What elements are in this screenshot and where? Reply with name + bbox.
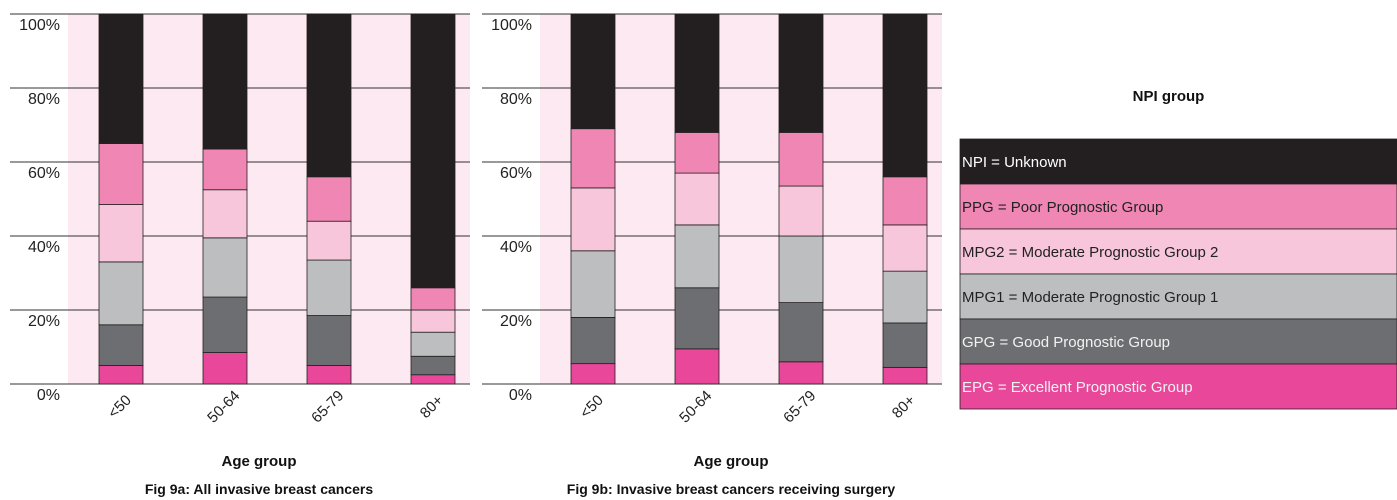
y-tick-label: 100% [491,17,532,34]
bar-segment-9b-80+-3 [883,225,927,271]
x-tick-label: 50-64 [676,387,715,426]
bar-segment-9b-<50-0 [571,364,615,384]
legend-label: PPG = Poor Prognostic Group [962,199,1163,216]
bar-segment-9a-80+-3 [411,310,455,332]
bar-segment-9a-65-79-1 [307,316,351,366]
bar-segment-9a-50-64-1 [203,297,247,353]
figure-caption: Fig 9b: Invasive breast cancers receivin… [567,481,896,497]
bar-segment-9b-50-64-1 [675,288,719,349]
bar-segment-9b-65-79-1 [779,303,823,362]
bar-segment-9b-<50-5 [571,14,615,129]
bar-segment-9a-<50-5 [99,14,143,144]
bar-segment-9a-80+-5 [411,14,455,288]
x-axis-title: Age group [222,453,297,470]
bar-segment-9b-50-64-0 [675,349,719,384]
x-tick-label: <50 [105,392,135,422]
bar-segment-9a-80+-2 [411,332,455,356]
bar-segment-9a-65-79-4 [307,177,351,221]
bar-segment-9b-50-64-2 [675,225,719,288]
x-tick-label: 50-64 [204,387,243,426]
legend-label: MPG1 = Moderate Prognostic Group 1 [962,289,1218,306]
bar-segment-9b-50-64-3 [675,173,719,225]
x-tick-label: 65-79 [780,387,819,426]
x-tick-label: 65-79 [308,387,347,426]
bar-segment-9b-<50-4 [571,129,615,188]
bar-segment-9b-65-79-4 [779,132,823,186]
y-tick-label: 20% [28,313,60,330]
bar-segment-9a-80+-1 [411,356,455,375]
y-tick-label: 20% [500,313,532,330]
chart-9b: 0% 20% 40% 60% 80% 100% <50 50-64 65-79 80+ Age gr… [482,14,942,497]
bar-segment-9b-65-79-0 [779,362,823,384]
bar-segment-9a-65-79-2 [307,260,351,316]
bar-segment-9a-<50-3 [99,205,143,262]
bar-segment-9b-50-64-5 [675,14,719,132]
y-tick-label: 0% [509,387,532,404]
legend: NPI group NPI = Unknown PPG = Poor Prognos… [960,88,1397,409]
bar-segment-9a-50-64-3 [203,190,247,238]
x-tick-label: <50 [577,392,607,422]
y-tick-label: 40% [28,239,60,256]
bar-segment-9b-<50-1 [571,317,615,363]
bar-segment-9a-<50-4 [99,144,143,205]
bar-segment-9a-50-64-0 [203,353,247,384]
y-tick-label: 80% [28,91,60,108]
legend-label: GPG = Good Prognostic Group [962,334,1170,351]
legend-label: EPG = Excellent Prognostic Group [962,379,1193,396]
bar-segment-9b-80+-4 [883,177,927,225]
x-tick-label: 80+ [417,392,447,422]
y-tick-label: 80% [500,91,532,108]
bar-segment-9b-<50-3 [571,188,615,251]
bar-segment-9a-<50-1 [99,325,143,366]
x-tick-label: 80+ [889,392,919,422]
bar-segment-9a-65-79-3 [307,221,351,260]
x-axis-title: Age group [694,453,769,470]
bar-segment-9b-80+-0 [883,367,927,384]
y-tick-label: 100% [19,17,60,34]
bar-segment-9b-<50-2 [571,251,615,318]
bar-segment-9b-80+-5 [883,14,927,177]
y-tick-label: 60% [28,165,60,182]
legend-title: NPI group [1133,88,1205,105]
bar-segment-9b-65-79-5 [779,14,823,132]
bar-segment-9a-50-64-5 [203,14,247,149]
bar-segment-9b-80+-1 [883,323,927,367]
figure-caption: Fig 9a: All invasive breast cancers [145,481,373,497]
bar-segment-9b-65-79-3 [779,186,823,236]
bar-segment-9a-<50-2 [99,262,143,325]
bar-segment-9a-65-79-0 [307,366,351,385]
y-tick-label: 0% [37,387,60,404]
y-tick-label: 60% [500,165,532,182]
chart-9a: 0% 20% 40% 60% 80% 100% <50 50-64 65-79 80+ Age gr… [10,14,470,497]
bar-segment-9a-65-79-5 [307,14,351,177]
legend-label: NPI = Unknown [962,154,1067,171]
bar-segment-9a-80+-0 [411,375,455,384]
bar-segment-9a-50-64-2 [203,238,247,297]
bar-segment-9a-50-64-4 [203,149,247,190]
bar-segment-9b-65-79-2 [779,236,823,303]
bar-segment-9b-50-64-4 [675,132,719,173]
bar-segment-9a-<50-0 [99,366,143,385]
bar-segment-9a-80+-4 [411,288,455,310]
legend-label: MPG2 = Moderate Prognostic Group 2 [962,244,1218,261]
bar-segment-9b-80+-2 [883,271,927,323]
y-tick-label: 40% [500,239,532,256]
